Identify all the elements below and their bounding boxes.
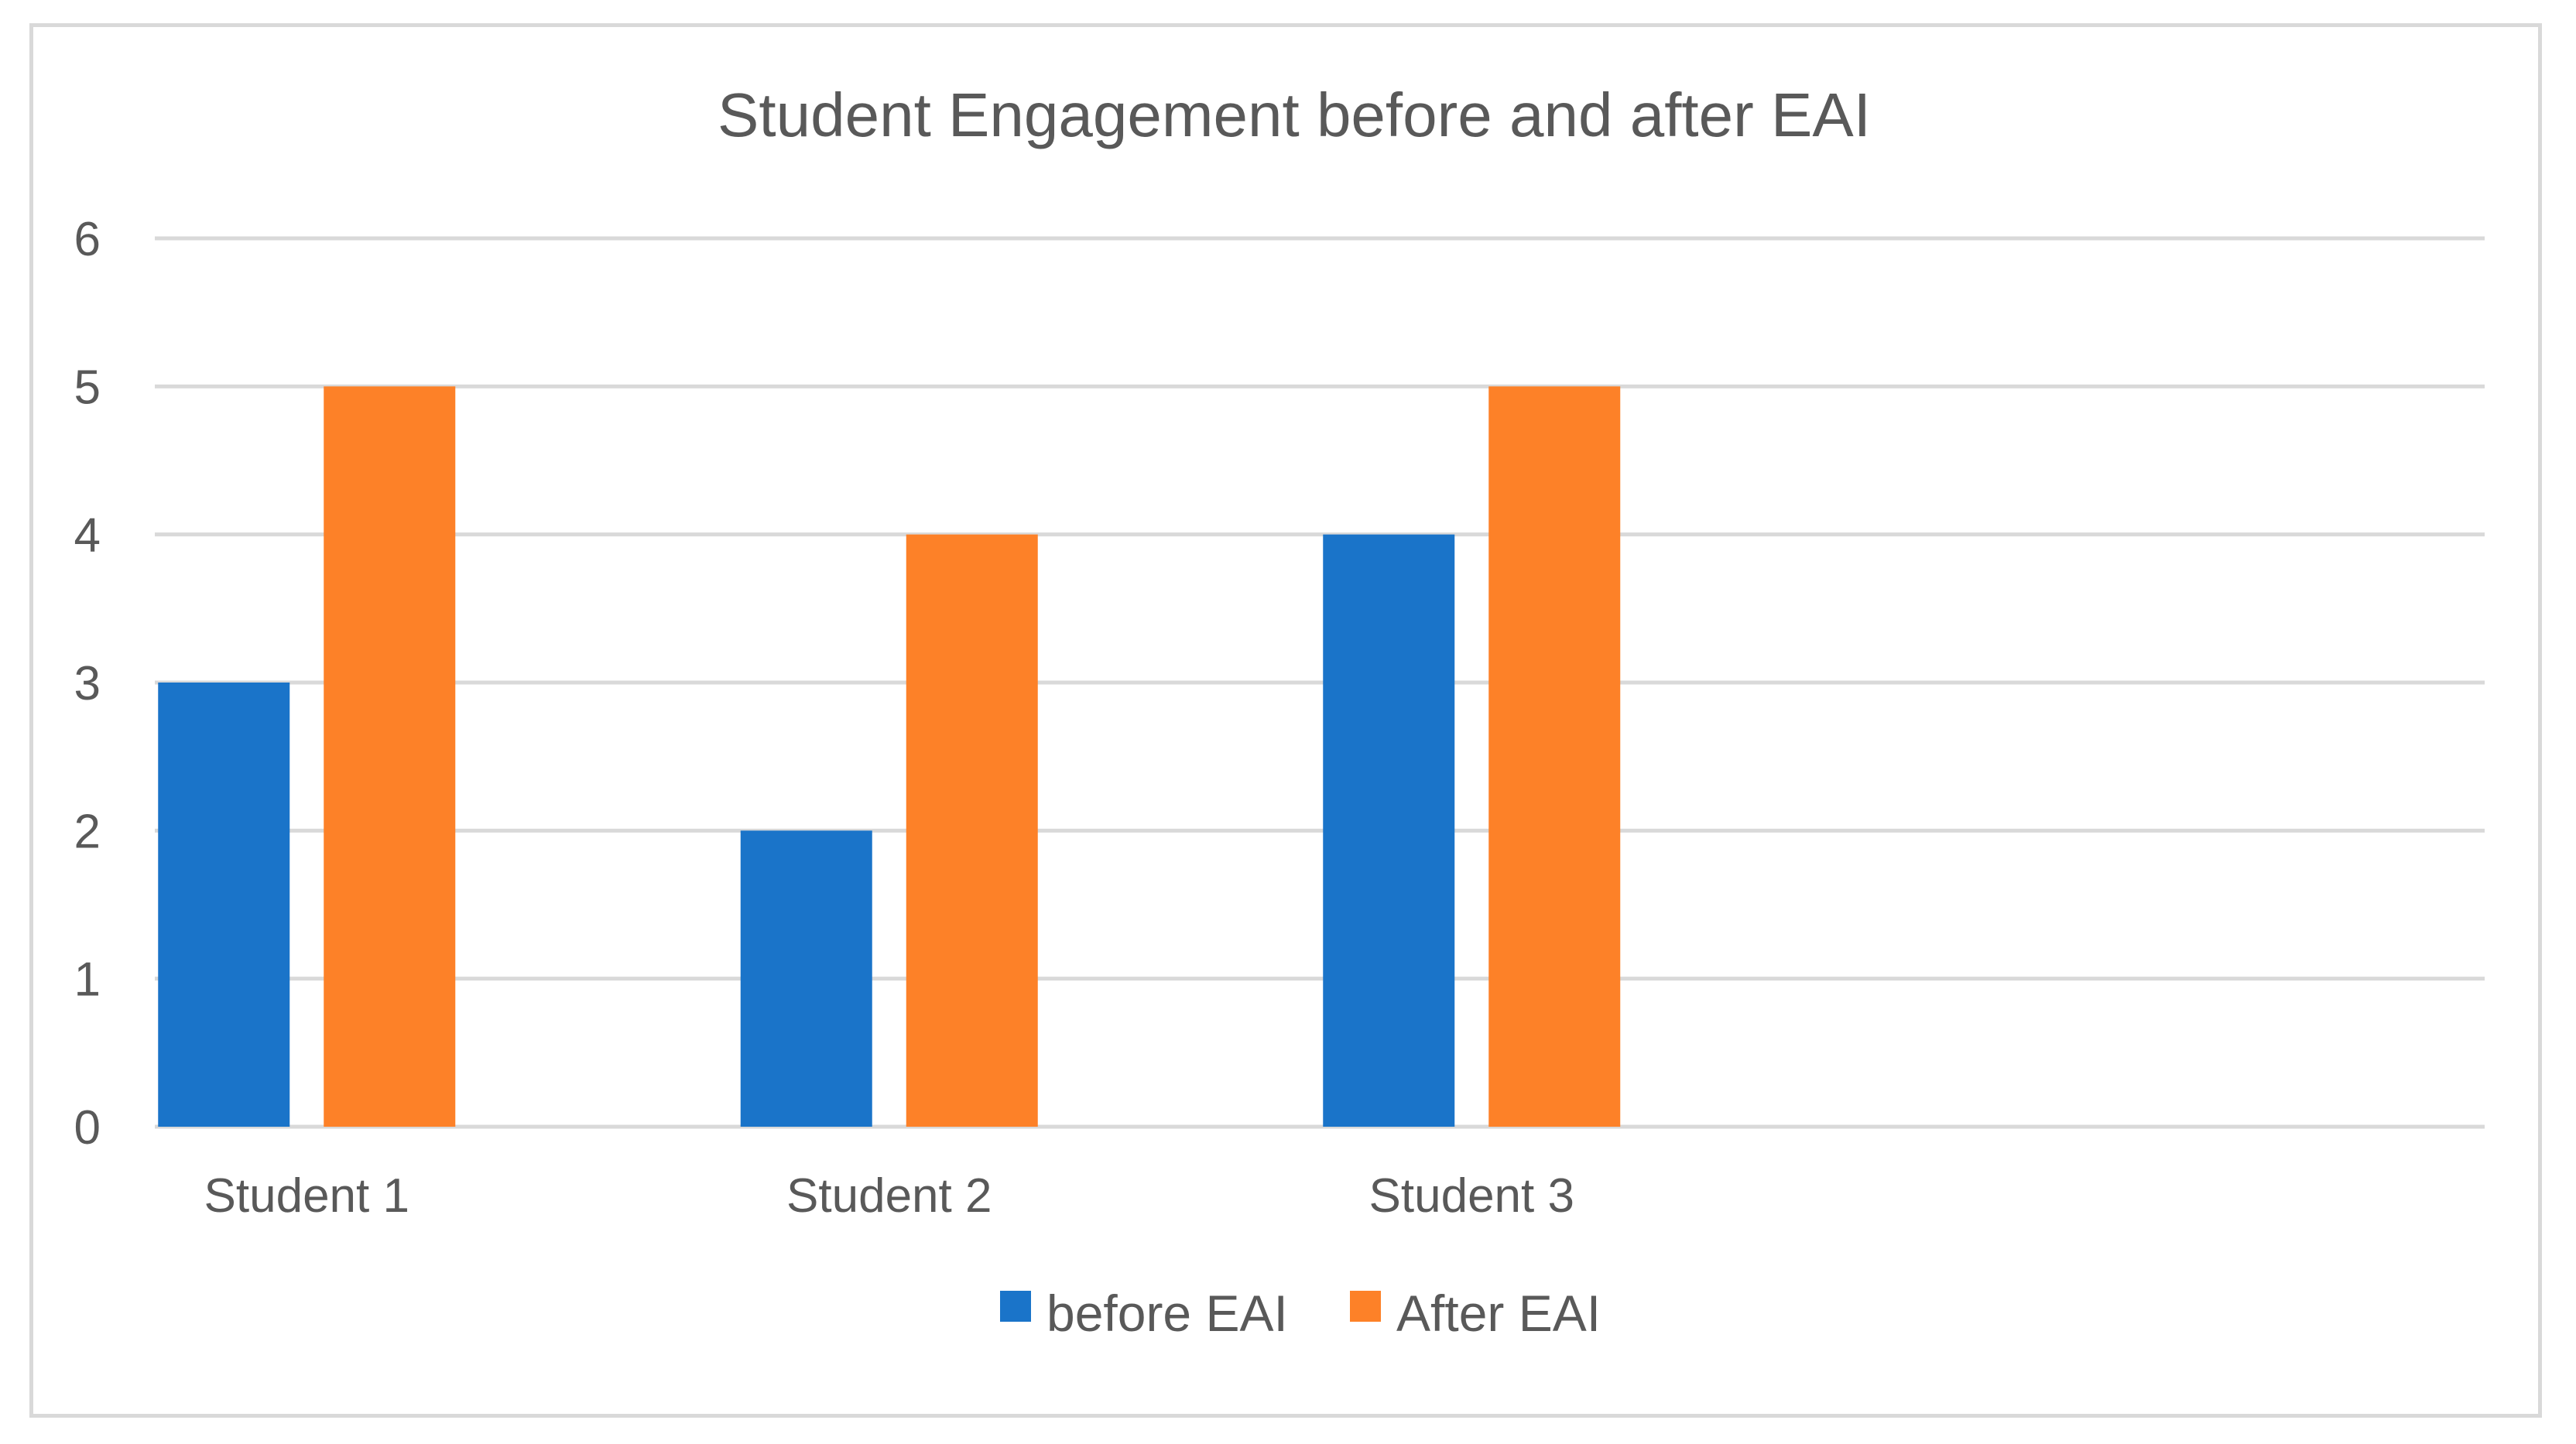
y-tick-label: 4 <box>74 509 101 563</box>
y-tick-label: 1 <box>74 953 101 1007</box>
bar-before-eai-3 <box>1323 534 1455 1127</box>
bar-before-eai-1 <box>158 683 290 1127</box>
bar-before-eai-2 <box>740 830 872 1127</box>
bar-after-eai-3 <box>1488 386 1621 1127</box>
bars <box>158 386 1621 1127</box>
bar-after-eai-1 <box>324 386 456 1127</box>
legend: before EAI After EAI <box>1000 1285 1601 1342</box>
y-tick-label: 2 <box>74 805 101 858</box>
y-tick-label: 0 <box>74 1101 101 1155</box>
y-axis-tick-labels: 0 1 2 3 4 5 6 <box>74 213 101 1155</box>
x-category-label: Student 1 <box>204 1169 409 1223</box>
x-category-label: Student 3 <box>1369 1169 1574 1223</box>
y-tick-label: 5 <box>74 361 101 414</box>
legend-label: before EAI <box>1046 1285 1288 1342</box>
legend-swatch <box>1000 1291 1031 1322</box>
bar-after-eai-2 <box>906 534 1038 1127</box>
x-category-label: Student 2 <box>786 1169 992 1223</box>
chart-title: Student Engagement before and after EAI <box>718 80 1871 149</box>
gridlines <box>155 236 2485 1129</box>
x-axis-category-labels: Student 1 Student 2 Student 3 <box>204 1169 1574 1223</box>
legend-label: After EAI <box>1396 1285 1601 1342</box>
y-tick-label: 6 <box>74 213 101 266</box>
legend-swatch <box>1350 1291 1381 1322</box>
y-tick-label: 3 <box>74 657 101 710</box>
